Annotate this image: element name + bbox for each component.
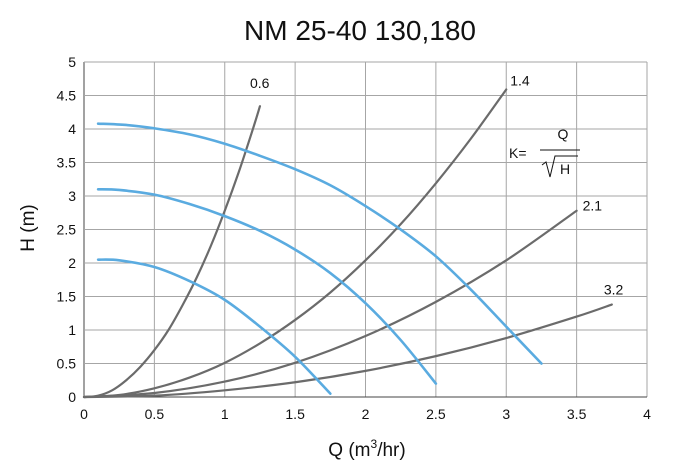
system-curve-label: 1.4 xyxy=(510,72,530,88)
x-tick-label: 2.5 xyxy=(426,406,446,422)
x-tick-label: 1 xyxy=(221,406,229,422)
system-curve-2.1 xyxy=(84,211,577,397)
formula-denominator: H xyxy=(560,161,570,177)
x-tick-label: 3.5 xyxy=(567,406,587,422)
plot-area: 0.6 1.4 2.1 3.2 xyxy=(84,72,623,397)
y-tick-label: 2.5 xyxy=(57,222,77,238)
y-tick-label: 2 xyxy=(68,255,76,271)
y-tick-label: 3 xyxy=(68,188,76,204)
system-curve-3.2 xyxy=(84,305,612,397)
system-curve-0.6 xyxy=(84,106,260,397)
k-formula-annotation: K= Q H xyxy=(509,126,580,177)
y-tick-label: 1.5 xyxy=(57,289,77,305)
x-tick-label: 4 xyxy=(643,406,651,422)
chart: NM 25-40 130,180 0.6 1.4 2.1 3.2 0 0.5 1 1.5 2 2… xyxy=(0,0,674,470)
system-curve-label: 2.1 xyxy=(583,198,603,214)
x-axis-label-prefix: Q (m xyxy=(328,440,370,461)
x-tick-label: 2 xyxy=(362,406,370,422)
chart-title: NM 25-40 130,180 xyxy=(244,15,476,46)
y-tick-label: 4.5 xyxy=(57,88,77,104)
y-tick-label: 1 xyxy=(68,322,76,338)
y-tick-label: 4 xyxy=(68,121,76,137)
y-tick-label: 0.5 xyxy=(57,356,77,372)
system-curve-label: 3.2 xyxy=(604,282,624,298)
grid xyxy=(84,62,647,397)
x-axis-label-suffix: /hr) xyxy=(377,440,406,461)
formula-numerator: Q xyxy=(558,126,569,142)
y-tick-label: 0 xyxy=(68,389,76,405)
system-curve-label: 0.6 xyxy=(250,75,270,91)
y-tick-label: 3.5 xyxy=(57,155,77,171)
x-tick-label: 0 xyxy=(80,406,88,422)
formula-lhs: K= xyxy=(509,145,527,161)
tick-labels: 0 0.5 1 1.5 2 2.5 3 3.5 4 0 0.5 1 1.5 2 2.5 3 3.5 4 4.5 5 xyxy=(57,54,652,422)
x-tick-label: 1.5 xyxy=(285,406,305,422)
x-tick-label: 0.5 xyxy=(145,406,165,422)
x-axis-label: Q (m3/hr) xyxy=(328,437,405,461)
pump-curve-high xyxy=(98,124,541,364)
x-tick-label: 3 xyxy=(502,406,510,422)
y-axis-label: H (m) xyxy=(18,204,39,251)
y-tick-label: 5 xyxy=(68,54,76,70)
